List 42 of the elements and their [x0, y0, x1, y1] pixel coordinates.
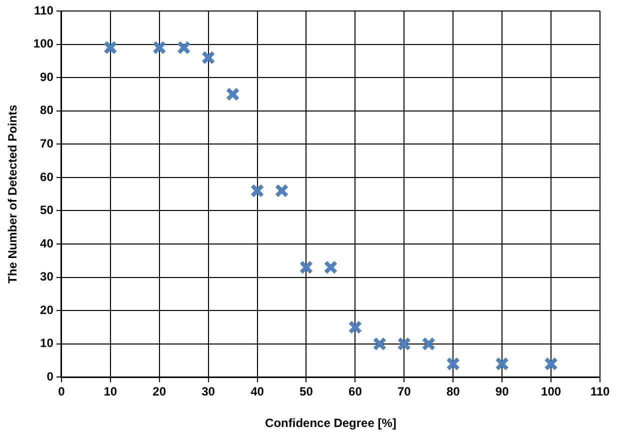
point: [495, 356, 510, 371]
x-axis-title: Confidence Degree [%]: [265, 416, 396, 430]
x-tick-label: 110: [590, 384, 610, 399]
point: [274, 184, 289, 198]
point: [201, 50, 216, 65]
y-tick-label: 50: [40, 203, 54, 218]
point: [397, 336, 412, 351]
x-tick-label: 0: [58, 384, 66, 399]
y-tick-label: 100: [33, 36, 54, 51]
x-tick-label: 90: [495, 384, 510, 399]
x-tick-label: 50: [300, 384, 314, 399]
y-axis-title: The Number of Detected Points: [6, 104, 20, 284]
x-tick-label: 30: [202, 384, 216, 399]
point: [250, 184, 264, 198]
y-tick-label: 110: [34, 3, 54, 18]
x-tick-label: 70: [397, 384, 412, 399]
x-tick-label: 80: [446, 384, 460, 399]
point: [176, 40, 191, 55]
y-tick-label: 70: [40, 136, 54, 150]
point: [348, 320, 362, 334]
x-tick-label: 100: [541, 384, 562, 399]
y-tick-label: 30: [40, 270, 54, 284]
y-tick-label: 40: [40, 236, 54, 250]
y-tick-label: 60: [40, 170, 54, 184]
y-tick-label: 0: [46, 370, 54, 384]
x-tick-label: 10: [104, 384, 118, 399]
y-tick-label: 80: [40, 103, 54, 118]
point: [226, 87, 240, 102]
x-tick-label: 20: [152, 384, 166, 399]
point: [544, 356, 558, 371]
x-tick-label: 60: [348, 384, 362, 399]
x-tick-label: 40: [250, 384, 264, 399]
point: [324, 260, 338, 274]
point: [446, 356, 460, 371]
y-tick-label: 90: [40, 70, 54, 84]
y-tick-label: 20: [40, 302, 54, 317]
y-tick-label: 10: [40, 336, 54, 350]
point: [299, 260, 314, 274]
point: [152, 40, 166, 55]
point: [422, 336, 436, 351]
point: [103, 40, 118, 55]
point: [372, 336, 387, 351]
